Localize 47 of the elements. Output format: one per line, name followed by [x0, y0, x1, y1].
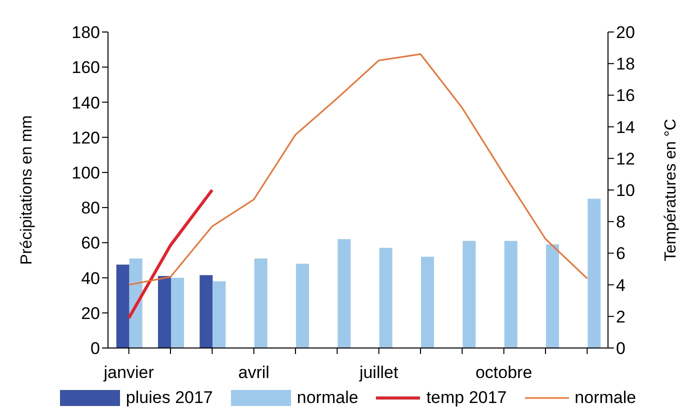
bar	[546, 244, 559, 348]
bar	[171, 278, 184, 348]
legend-label: pluies 2017	[126, 388, 213, 408]
x-tick-label: avril	[238, 363, 270, 382]
bar	[158, 276, 171, 348]
y2-tick-label: 6	[616, 244, 626, 264]
x-tick-label: janvier	[102, 363, 154, 382]
y2-tick-label: 12	[616, 149, 635, 168]
y2-tick-label: 2	[616, 307, 626, 326]
legend-label: normale	[296, 388, 358, 408]
bar	[212, 281, 226, 348]
x-tick-label: octobre	[475, 363, 532, 382]
y2-axis-title: Températures en °C	[662, 118, 680, 262]
y-tick-label: 180	[72, 23, 100, 42]
bar	[462, 240, 476, 348]
bar	[421, 256, 434, 348]
y-tick-label: 40	[81, 268, 100, 288]
y2-tick-label: 18	[616, 54, 635, 74]
bar	[254, 258, 268, 348]
y-tick-label: 60	[81, 234, 100, 253]
y2-tick-label: 14	[616, 118, 635, 137]
y-axis-title: Précipitations en mm	[18, 115, 36, 265]
y-tick-label: 120	[72, 128, 100, 148]
y2-tick-label: 10	[616, 181, 635, 200]
y2-tick-label: 0	[616, 339, 626, 358]
y-tick-label: 0	[90, 339, 100, 358]
bar	[296, 264, 309, 348]
legend-label: normale	[574, 388, 636, 408]
bar	[200, 275, 213, 348]
y-tick-label: 140	[72, 93, 100, 112]
y2-tick-label: 4	[616, 276, 626, 295]
x-tick-label: juillet	[358, 363, 398, 382]
bar	[338, 239, 351, 348]
bar	[129, 258, 142, 348]
legend-label: temp 2017	[426, 388, 507, 408]
y-tick-label: 20	[81, 304, 100, 323]
y2-tick-label: 8	[616, 212, 626, 232]
y-tick-label: 160	[72, 58, 100, 78]
y-tick-label: 80	[81, 198, 100, 218]
y2-tick-label: 20	[616, 23, 635, 42]
y-tick-label: 100	[72, 163, 100, 182]
line-series	[128, 53, 588, 286]
bar	[588, 198, 601, 348]
bar	[116, 264, 130, 348]
y2-tick-label: 16	[616, 86, 635, 106]
bar	[504, 240, 518, 348]
bar	[379, 248, 392, 348]
